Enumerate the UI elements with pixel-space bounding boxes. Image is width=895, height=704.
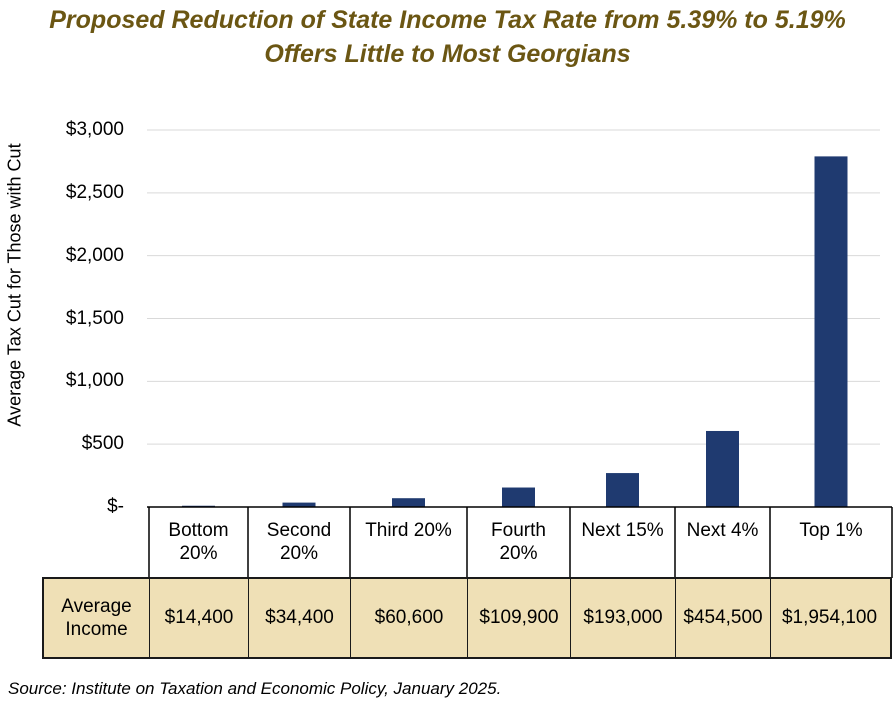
income-cell: $454,500 <box>675 579 770 657</box>
x-tick-label: Third 20% <box>365 520 452 541</box>
x-tick-label: Fourth 20% <box>491 520 546 564</box>
chart-title-line-2: Offers Little to Most Georgians <box>264 40 631 68</box>
x-tick-label: Second 20% <box>266 520 332 564</box>
average-income-table: Average Income $14,400 $34,400 $60,600 $109… <box>42 577 892 659</box>
bar <box>706 430 739 507</box>
income-cell: $14,400 <box>149 579 248 657</box>
bar <box>502 487 535 507</box>
income-cell: $193,000 <box>570 579 675 657</box>
x-tick-label: Bottom 20% <box>168 520 229 564</box>
source-note: Source: Institute on Taxation and Econom… <box>8 679 502 698</box>
chart-title-line-1: Proposed Reduction of State Income Tax R… <box>49 6 846 34</box>
bar <box>282 502 316 507</box>
y-tick-label: $1,500 <box>65 307 124 329</box>
x-tick-label: Next 15% <box>581 520 664 541</box>
income-cell: $109,900 <box>467 579 570 657</box>
y-tick-label: $2,000 <box>65 244 124 266</box>
bar <box>814 156 848 507</box>
income-cell: $60,600 <box>350 579 467 657</box>
bar <box>606 473 639 507</box>
income-cell: $34,400 <box>248 579 350 657</box>
bar <box>392 498 425 507</box>
y-tick-label: $2,500 <box>65 181 124 203</box>
income-cell: $1,954,100 <box>770 579 888 657</box>
x-tick-label: Top 1% <box>799 520 863 541</box>
y-tick-label: $500 <box>81 433 124 455</box>
y-tick-label: $1,000 <box>65 370 124 392</box>
average-income-label: Average Income <box>61 596 132 640</box>
y-tick-label: $3,000 <box>65 119 124 140</box>
y-tick-label: $- <box>107 496 124 517</box>
x-tick-label: Next 4% <box>686 520 759 541</box>
